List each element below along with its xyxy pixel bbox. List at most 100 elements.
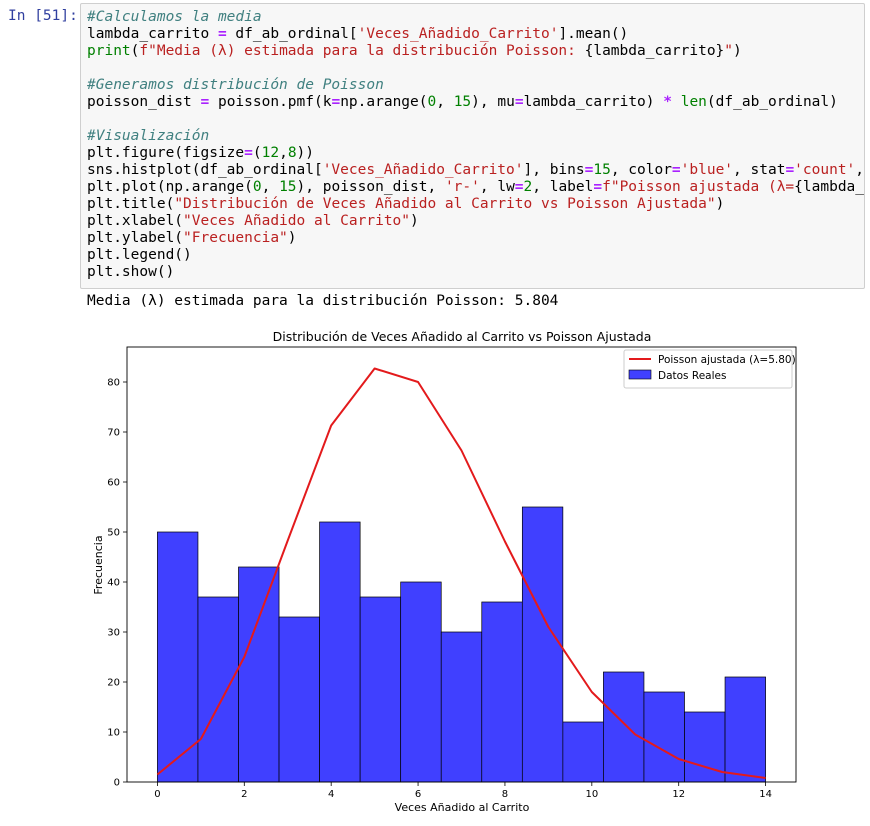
poisson-line-group: [156, 367, 766, 779]
code-line: print(f"Media (λ) estimada para la distr…: [87, 43, 864, 60]
code-line: #Calculamos la media: [87, 9, 864, 26]
code-token: df_ab_ordinal[: [226, 26, 358, 42]
code-token: poisson.pmf(k: [209, 94, 332, 110]
code-token: len: [680, 94, 707, 110]
y-tick-label: 20: [107, 678, 120, 689]
code-token: ": [724, 43, 734, 59]
code-token: plt.title(: [87, 196, 175, 212]
histogram-bar: [724, 676, 766, 783]
histogram-bar: [603, 671, 645, 783]
code-token: {lambda_carrito}: [584, 43, 725, 59]
code-token: ), poisson_dist,: [296, 179, 445, 195]
code-token: 0: [427, 94, 437, 110]
histogram-bars: [157, 506, 766, 783]
code-token: 12: [261, 145, 280, 161]
histogram-bar: [643, 691, 685, 783]
histogram-bar: [197, 596, 239, 783]
histogram-bar: [319, 521, 361, 783]
code-editor[interactable]: #Calculamos la media lambda_carrito = df_…: [87, 9, 865, 281]
code-line: plt.title("Distribución de Veces Añadido…: [87, 196, 864, 213]
code-token: 15: [279, 179, 297, 195]
x-tick-label: 4: [328, 789, 334, 800]
code-token: (: [130, 43, 140, 59]
code-token: print: [87, 43, 131, 59]
x-tick-label: 6: [415, 789, 421, 800]
code-line: sns.histplot(df_ab_ordinal['Veces_Añadid…: [87, 162, 865, 179]
code-token: ,: [261, 179, 280, 195]
x-tick-label: 0: [154, 789, 160, 800]
code-token: sns.histplot(df_ab_ordinal[: [87, 162, 323, 178]
code-line: plt.plot(np.arange(0, 15), poisson_dist,…: [87, 179, 865, 196]
x-tick-label: 8: [502, 789, 508, 800]
y-tick-label: 40: [107, 578, 120, 589]
code-token: [672, 94, 681, 110]
chart-legend: Poisson ajustada (λ=5.80) Datos Reales: [623, 349, 796, 389]
code-token: 2: [523, 179, 533, 195]
code-line: poisson_dist = poisson.pmf(k=np.arange(0…: [87, 94, 864, 111]
code-token: =: [584, 162, 594, 178]
y-tick-label: 0: [114, 778, 120, 789]
code-token: 'r-': [444, 179, 480, 195]
code-line: plt.legend(): [87, 247, 864, 264]
legend-box: [623, 349, 793, 389]
histogram-bar: [440, 631, 483, 783]
code-token: plt.xlabel(: [87, 213, 184, 229]
x-axis-label: Veces Añadido al Carrito: [395, 801, 530, 814]
x-tick-label: 2: [241, 789, 247, 800]
code-token: "Frecuencia": [183, 230, 288, 246]
code-token: =: [244, 145, 253, 161]
code-token: *: [663, 94, 672, 110]
histogram-bar: [238, 566, 280, 783]
y-tick-label: 70: [107, 428, 120, 439]
histogram-bar: [562, 721, 604, 783]
code-token: =: [514, 94, 524, 110]
code-token: ), mu: [471, 94, 515, 110]
code-token: , lab: [855, 162, 865, 178]
code-token: , stat: [733, 162, 786, 178]
code-token: )): [296, 145, 315, 161]
code-token: , lw: [479, 179, 515, 195]
code-token: plt.ylabel(: [87, 230, 184, 246]
code-line: plt.xlabel("Veces Añadido al Carrito"): [87, 213, 864, 230]
y-tick-label: 60: [107, 478, 120, 489]
code-token: 8: [287, 145, 297, 161]
code-line: [87, 60, 864, 77]
code-token: ], bins: [523, 162, 585, 178]
code-token: 'blue': [680, 162, 734, 178]
code-token: ,: [436, 94, 454, 110]
code-token: =: [785, 162, 795, 178]
y-tick-label: 80: [107, 378, 120, 389]
code-token: {lambda_car: [794, 179, 865, 195]
code-line: #Visualización: [87, 128, 864, 145]
code-cell-input[interactable]: #Calculamos la media lambda_carrito = df_…: [80, 3, 865, 289]
code-token: "Distribución de Veces Añadido al Carrit…: [174, 196, 716, 212]
x-tick-label: 10: [585, 789, 598, 800]
code-token: ): [733, 43, 742, 59]
code-token: =: [593, 179, 603, 195]
code-token: =: [331, 94, 341, 110]
code-token: "Veces Añadido al Carrito": [183, 213, 411, 229]
code-token: f"Media (λ) estimada para la distribució…: [139, 43, 585, 59]
code-token: ): [715, 196, 725, 212]
code-token: poisson_dist: [87, 94, 201, 110]
code-token: #Calculamos la media: [87, 9, 262, 25]
chart-axes: 0 2 4 6 8 10 12 14 0 10 20 30 40 50 60 70 80: [107, 378, 772, 801]
code-token: plt.plot(np.arange(: [87, 179, 253, 195]
histogram-bar: [278, 616, 320, 783]
cell-output-text: Media (λ) estimada para la distribución …: [87, 293, 559, 309]
y-tick-label: 10: [107, 728, 120, 739]
plot-frame: [126, 346, 797, 783]
code-token: (df_ab_ordinal): [706, 94, 838, 110]
chart-title: Distribución de Veces Añadido al Carrito…: [273, 329, 652, 344]
code-token: 15: [593, 162, 611, 178]
code-token: =: [200, 94, 210, 110]
code-token: 0: [252, 179, 262, 195]
code-line: plt.ylabel("Frecuencia"): [87, 230, 864, 247]
y-tick-label: 50: [107, 528, 120, 539]
code-token: , label: [532, 179, 594, 195]
code-token: ].mean(): [558, 26, 629, 42]
histogram-bar: [521, 506, 564, 783]
y-tick-label: 30: [107, 628, 120, 639]
code-token: =: [217, 26, 227, 42]
x-tick-label: 12: [672, 789, 685, 800]
